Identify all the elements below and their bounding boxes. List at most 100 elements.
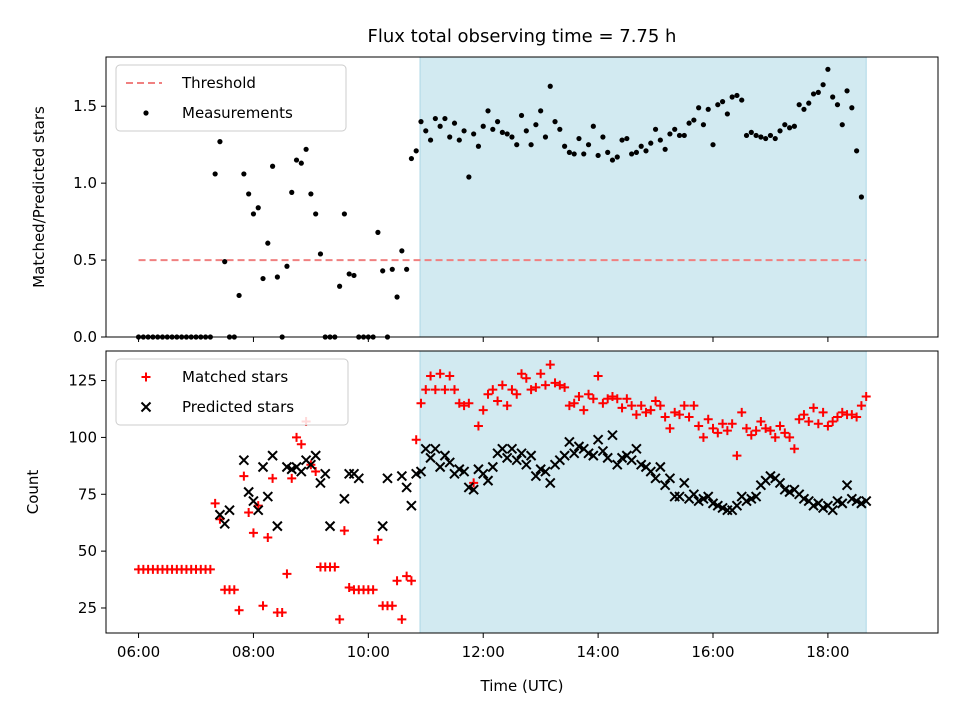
data-point (809, 403, 819, 413)
data-point (832, 412, 842, 422)
data-point (454, 398, 464, 408)
data-point (411, 435, 421, 445)
data-point (440, 385, 450, 395)
data-point (526, 385, 536, 395)
data-point (402, 571, 412, 581)
data-point (351, 272, 357, 279)
y-tick-label: 100 (68, 428, 97, 446)
data-point (444, 457, 455, 468)
data-point (774, 477, 786, 489)
data-point (659, 479, 671, 491)
data-point (841, 479, 853, 491)
data-point (696, 105, 702, 111)
data-point (751, 426, 761, 436)
data-point (241, 171, 247, 177)
data-point (681, 132, 687, 139)
data-point (641, 407, 651, 417)
data-point (243, 486, 254, 498)
y-tick-label: 75 (78, 485, 97, 503)
data-point (631, 410, 641, 420)
data-point (742, 423, 752, 433)
data-point (813, 419, 823, 429)
data-point (517, 369, 527, 379)
data-point (688, 489, 700, 500)
data-point (825, 66, 831, 72)
data-point (246, 191, 252, 197)
chart-title: Flux total observing time = 7.75 h (368, 26, 677, 47)
data-point (205, 564, 215, 574)
data-point (401, 482, 412, 493)
data-point (473, 421, 483, 431)
data-point (269, 163, 276, 169)
data-point (767, 132, 774, 139)
legend-box (115, 64, 347, 132)
data-point (426, 371, 436, 381)
data-point (815, 89, 821, 95)
legend-label: Measurements (182, 104, 293, 122)
series-matched-stars (134, 360, 871, 624)
legend-swatch (141, 372, 151, 382)
data-point (313, 211, 319, 217)
data-point (854, 148, 860, 154)
data-point (464, 398, 474, 408)
data-point (377, 520, 388, 532)
data-point (674, 491, 685, 502)
data-point (799, 410, 809, 420)
data-point (380, 268, 386, 274)
data-point (353, 473, 364, 484)
data-point (603, 394, 613, 404)
data-point (609, 157, 616, 163)
data-point (447, 134, 453, 140)
data-point (296, 466, 307, 477)
data-point (655, 401, 665, 411)
data-point (679, 401, 689, 411)
data-point (451, 120, 458, 126)
data-point (636, 401, 646, 411)
data-point (806, 100, 812, 106)
data-point (425, 452, 436, 464)
data-point (507, 385, 517, 395)
data-point (542, 134, 549, 140)
y-tick-label: 50 (78, 542, 97, 560)
data-point (488, 385, 498, 395)
data-point (399, 248, 405, 254)
legend: Threshold Measurements (115, 64, 347, 132)
data-point (480, 123, 486, 129)
data-point (504, 131, 510, 137)
data-point (501, 452, 513, 464)
data-point (770, 432, 780, 442)
data-point (528, 142, 534, 148)
data-point (239, 471, 249, 481)
data-point (442, 115, 448, 122)
data-point (691, 117, 697, 123)
data-point (607, 391, 617, 401)
data-point (514, 142, 520, 148)
data-point (837, 498, 848, 509)
data-point (339, 526, 349, 536)
data-point (298, 160, 304, 166)
data-point (729, 94, 735, 100)
data-point (585, 142, 592, 148)
data-point (497, 380, 507, 390)
data-point (234, 605, 244, 615)
x-tick-label: 18:00 (806, 643, 849, 661)
data-point (456, 137, 462, 143)
legend-label: Threshold (181, 74, 256, 92)
data-point (310, 450, 321, 461)
data-point (579, 405, 589, 415)
data-point (786, 125, 793, 131)
data-point (746, 430, 756, 440)
data-point (718, 419, 728, 429)
data-point (262, 491, 274, 502)
data-point (478, 405, 488, 415)
x-tick-label: 06:00 (117, 643, 160, 661)
data-point (531, 382, 541, 392)
data-point (435, 369, 445, 379)
y-tick-label: 1.0 (73, 174, 97, 192)
data-point (533, 122, 539, 128)
data-point (530, 470, 542, 482)
data-point (727, 419, 737, 429)
data-point (820, 82, 826, 88)
observing-window-shade (419, 56, 867, 338)
x-tick-label: 12:00 (462, 643, 505, 661)
